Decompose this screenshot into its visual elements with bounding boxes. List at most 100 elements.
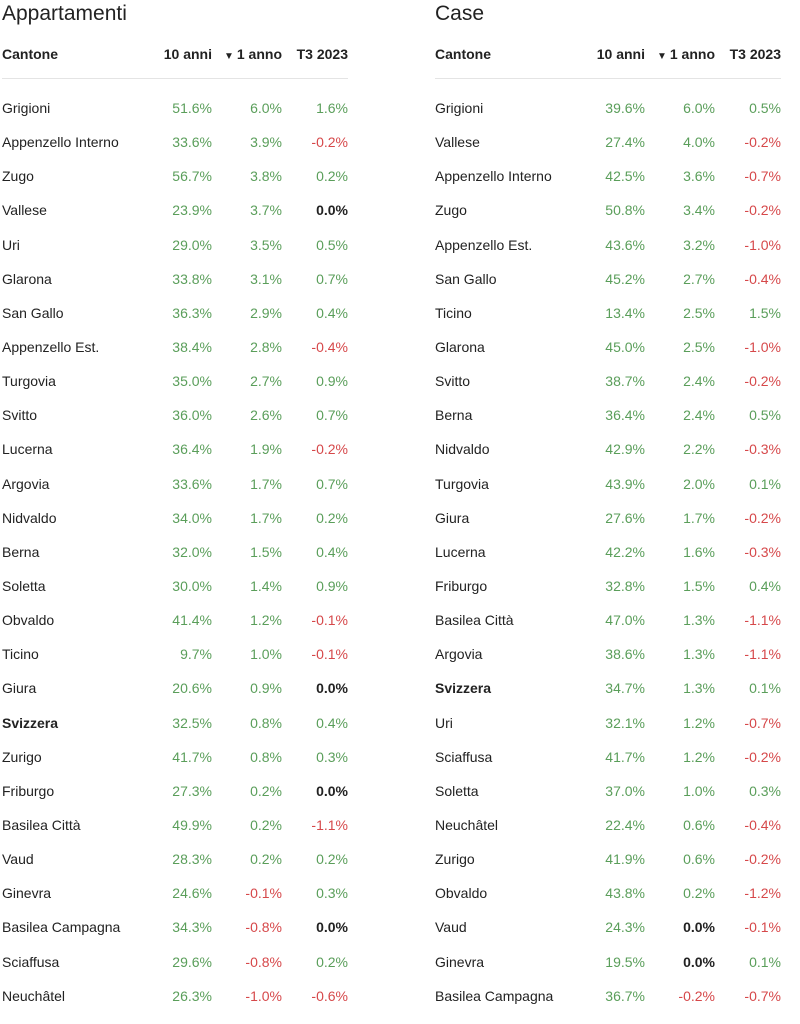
cell-10-years: 36.3%: [172, 304, 212, 321]
cell-10-years: 29.6%: [172, 953, 212, 970]
apartments-table: Appartamenti Cantone 10 anni ▼ 1 anno T3 …: [2, 0, 352, 1013]
cell-canton: Uri: [2, 236, 20, 253]
table-row: Ticino 9.7% 1.0% -0.1%: [2, 637, 352, 671]
cell-q3-2023: 0.7%: [316, 270, 348, 287]
header-q3-2023[interactable]: T3 2023: [729, 46, 781, 62]
cell-canton: Svitto: [435, 373, 471, 390]
cell-q3-2023: 0.0%: [316, 919, 348, 936]
header-10-years[interactable]: 10 anni: [163, 46, 212, 62]
table-row: Svizzera 34.7% 1.3% 0.1%: [435, 671, 785, 705]
table-row: Svitto 36.0% 2.6% 0.7%: [2, 398, 352, 432]
cell-10-years: 9.7%: [180, 646, 212, 663]
cell-10-years: 38.7%: [605, 373, 645, 390]
cell-canton: Lucerna: [2, 441, 53, 458]
cell-q3-2023: 0.5%: [316, 236, 348, 253]
cell-1-year: -0.1%: [245, 885, 282, 902]
cell-canton: Sciaffusa: [2, 953, 60, 970]
table-header: Cantone 10 anni ▼ 1 anno T3 2023: [2, 40, 352, 70]
cell-q3-2023: 0.9%: [316, 577, 348, 594]
cell-q3-2023: -0.2%: [744, 509, 781, 526]
cell-q3-2023: -0.2%: [744, 373, 781, 390]
cell-10-years: 36.0%: [172, 407, 212, 424]
table-row: Basilea Città 47.0% 1.3% -1.1%: [435, 603, 785, 637]
cell-canton: Friburgo: [2, 782, 55, 799]
cell-10-years: 19.5%: [605, 953, 645, 970]
header-canton[interactable]: Cantone: [435, 46, 491, 62]
cell-10-years: 20.6%: [172, 680, 212, 697]
cell-10-years: 49.9%: [172, 816, 212, 833]
cell-q3-2023: 0.3%: [749, 782, 781, 799]
cell-q3-2023: -0.1%: [311, 646, 348, 663]
cell-1-year: 1.0%: [683, 782, 715, 799]
table-row: Berna 36.4% 2.4% 0.5%: [435, 398, 785, 432]
cell-10-years: 30.0%: [172, 577, 212, 594]
table-row: Zurigo 41.9% 0.6% -0.2%: [435, 842, 785, 876]
cell-q3-2023: 0.9%: [316, 373, 348, 390]
cell-1-year: 2.6%: [250, 407, 282, 424]
cell-canton: Turgovia: [2, 373, 56, 390]
cell-10-years: 45.0%: [605, 338, 645, 355]
table-row: Neuchâtel 26.3% -1.0% -0.6%: [2, 979, 352, 1013]
header-1-year[interactable]: ▼ 1 anno: [657, 46, 715, 62]
cell-q3-2023: 0.4%: [316, 543, 348, 560]
header-1-year-label: 1 anno: [236, 46, 282, 62]
cell-10-years: 43.6%: [605, 236, 645, 253]
table-row: Appenzello Interno 33.6% 3.9% -0.2%: [2, 125, 352, 159]
cell-10-years: 32.8%: [605, 577, 645, 594]
cell-1-year: 2.8%: [250, 338, 282, 355]
header-q3-2023[interactable]: T3 2023: [296, 46, 348, 62]
cell-1-year: 0.8%: [250, 748, 282, 765]
cell-10-years: 34.0%: [172, 509, 212, 526]
cell-q3-2023: 0.5%: [749, 100, 781, 116]
cell-10-years: 34.7%: [605, 680, 645, 697]
table-row: Vallese 23.9% 3.7% 0.0%: [2, 193, 352, 227]
table-row: Soletta 37.0% 1.0% 0.3%: [435, 774, 785, 808]
cell-canton: Grigioni: [2, 100, 51, 116]
cell-q3-2023: -0.2%: [311, 134, 348, 151]
cell-canton: Ticino: [435, 304, 472, 321]
table-row: Obvaldo 43.8% 0.2% -1.2%: [435, 876, 785, 910]
cell-canton: Uri: [435, 714, 453, 731]
cell-1-year: 1.3%: [683, 646, 715, 663]
cell-10-years: 41.7%: [605, 748, 645, 765]
header-divider: [2, 78, 348, 79]
cell-10-years: 38.6%: [605, 646, 645, 663]
cell-1-year: 0.2%: [250, 851, 282, 868]
cell-1-year: 1.5%: [250, 543, 282, 560]
cell-canton: Zugo: [435, 202, 467, 219]
cell-10-years: 35.0%: [172, 373, 212, 390]
cell-10-years: 50.8%: [605, 202, 645, 219]
cell-q3-2023: -0.1%: [744, 919, 781, 936]
cell-1-year: 1.9%: [250, 441, 282, 458]
cell-1-year: 0.8%: [250, 714, 282, 731]
cell-canton: Vallese: [2, 202, 47, 219]
table-row: Grigioni 39.6% 6.0% 0.5%: [435, 91, 785, 125]
cell-10-years: 42.9%: [605, 441, 645, 458]
table-row: Vaud 28.3% 0.2% 0.2%: [2, 842, 352, 876]
cell-10-years: 26.3%: [172, 987, 212, 1004]
cell-10-years: 39.6%: [605, 100, 645, 116]
cell-q3-2023: 0.0%: [316, 202, 348, 219]
header-canton[interactable]: Cantone: [2, 46, 58, 62]
cell-canton: Ticino: [2, 646, 39, 663]
cell-canton: Vaud: [435, 919, 467, 936]
table-row: Ginevra 24.6% -0.1% 0.3%: [2, 876, 352, 910]
cell-q3-2023: -0.4%: [744, 816, 781, 833]
table-row: Zugo 56.7% 3.8% 0.2%: [2, 159, 352, 193]
cell-q3-2023: -1.0%: [744, 236, 781, 253]
cell-1-year: 3.4%: [683, 202, 715, 219]
table-row: Ginevra 19.5% 0.0% 0.1%: [435, 945, 785, 979]
houses-table: Case Cantone 10 anni ▼ 1 anno T3 2023 Gri…: [435, 0, 785, 1013]
cell-10-years: 41.9%: [605, 851, 645, 868]
cell-10-years: 51.6%: [172, 100, 212, 116]
header-1-year[interactable]: ▼ 1 anno: [224, 46, 282, 62]
cell-10-years: 36.7%: [605, 987, 645, 1004]
cell-q3-2023: -0.4%: [311, 338, 348, 355]
cell-10-years: 33.6%: [172, 134, 212, 151]
table-row: San Gallo 45.2% 2.7% -0.4%: [435, 262, 785, 296]
header-10-years[interactable]: 10 anni: [596, 46, 645, 62]
cell-canton: Grigioni: [435, 100, 484, 116]
cell-1-year: 1.3%: [683, 612, 715, 629]
cell-1-year: 3.2%: [683, 236, 715, 253]
cell-q3-2023: 0.4%: [749, 577, 781, 594]
